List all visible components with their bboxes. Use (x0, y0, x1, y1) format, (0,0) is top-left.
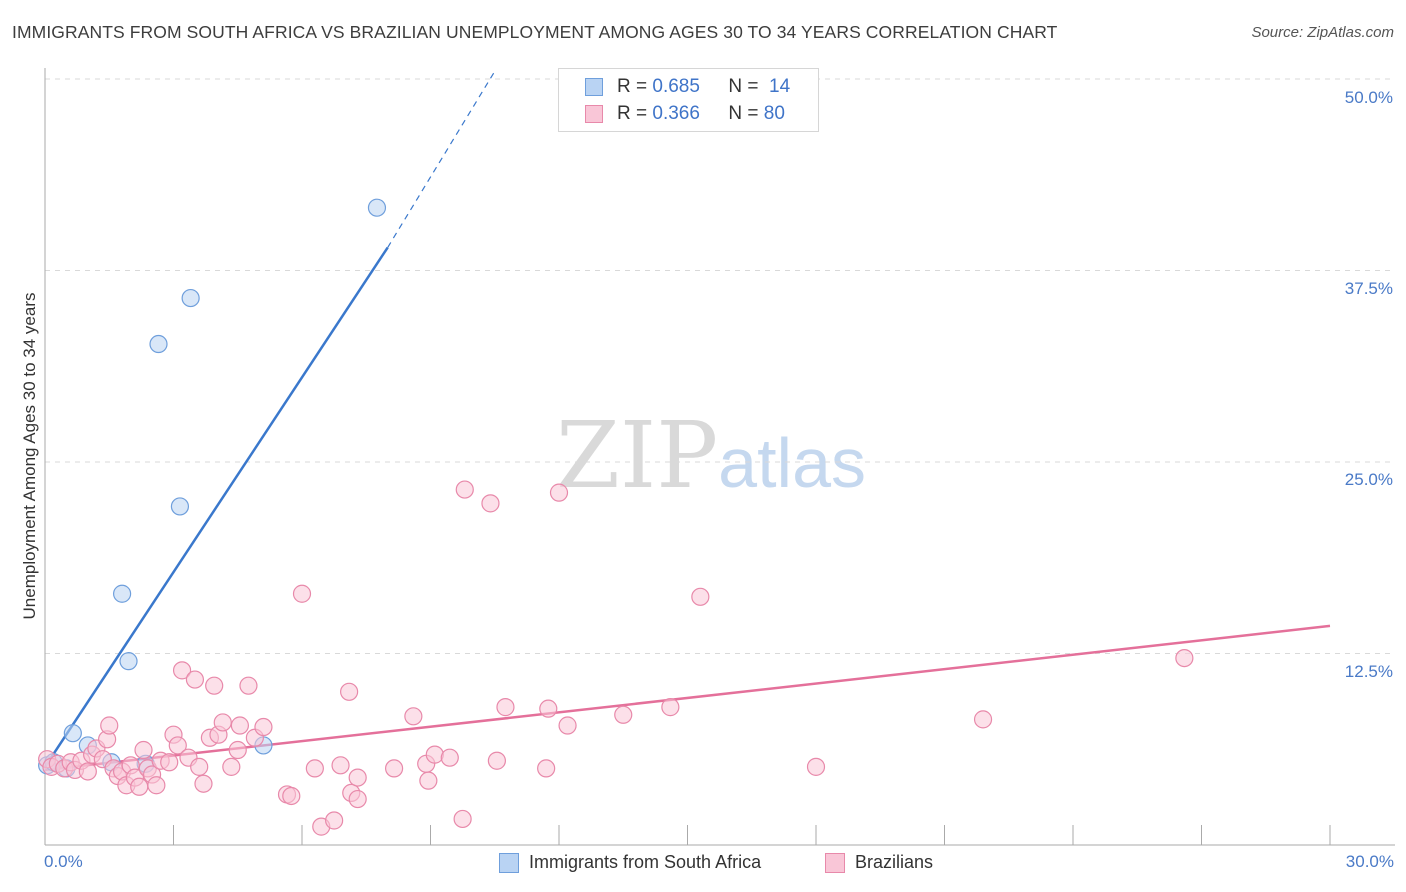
legend-n-value-south-africa: 14 (769, 76, 791, 97)
brazilians-point (691, 587, 710, 606)
brazilians-point (222, 757, 241, 776)
south-africa-point (149, 334, 168, 354)
x-tick-label-min: 0.0% (44, 852, 83, 871)
south-africa-point (170, 497, 190, 516)
brazilians-point (230, 716, 249, 735)
trend-lines (43, 71, 1331, 772)
brazilians-point (487, 751, 506, 770)
south-africa-point (119, 652, 138, 671)
brazilians-point (661, 698, 680, 717)
brazilians-point (614, 705, 633, 724)
data-points (38, 198, 1194, 836)
brazilians-point (100, 716, 119, 735)
brazilians-point (806, 757, 826, 776)
chart-title: IMMIGRANTS FROM SOUTH AFRICA VS BRAZILIA… (12, 22, 1058, 42)
brazilians-point (185, 670, 205, 689)
brazilians-point (213, 713, 232, 732)
legend-n-label: N = (728, 103, 764, 124)
legend-r-label: R = (617, 103, 653, 124)
brazilians-point (254, 717, 273, 737)
brazilians-point (228, 740, 247, 760)
legend-item-brazilians: Brazilians (825, 852, 933, 873)
legend-item-south-africa: Immigrants from South Africa (499, 852, 761, 873)
legend-row-south-africa: R = 0.685 N = 14 (585, 76, 790, 98)
south-africa-point (367, 198, 387, 217)
watermark-atlas: atlas (718, 424, 867, 502)
brazilians-point (78, 762, 97, 781)
x-tick-label-max: 30.0% (1345, 852, 1394, 871)
south-africa-trend-line (43, 246, 389, 768)
legend-swatch-blue (499, 852, 519, 873)
south-africa-point (181, 288, 200, 308)
brazilians-point (194, 774, 213, 793)
brazilians-point (348, 768, 367, 787)
brazilians-point (160, 753, 179, 772)
brazilians-point (539, 699, 558, 718)
legend-r-label: R = (617, 76, 653, 97)
brazilians-point (340, 682, 359, 701)
brazilians-point (134, 740, 153, 760)
south-africa-point (63, 724, 82, 743)
legend-n-label: N = (728, 76, 770, 97)
brazilians-point (425, 745, 444, 764)
brazilians-point (440, 748, 459, 767)
y-tick-label-50: 50.0% (1344, 88, 1393, 107)
stats-legend: R = 0.685 N = 14 R = 0.366 N = 80 (558, 68, 819, 132)
brazilians-point (147, 776, 166, 795)
legend-label-brazilians: Brazilians (855, 852, 934, 872)
brazilians-point (384, 759, 404, 778)
y-tick-label-25: 25.0% (1344, 470, 1393, 489)
axes (44, 68, 1395, 846)
brazilians-point (172, 661, 192, 680)
brazilians-point (537, 759, 556, 778)
legend-row-brazilians: R = 0.366 N = 80 (585, 103, 785, 125)
south-africa-point (112, 584, 132, 603)
brazilians-point (282, 786, 301, 806)
brazilians-point (348, 789, 367, 809)
brazilians-point (239, 676, 258, 695)
brazilians-point (481, 494, 500, 513)
watermark-zip: ZIP (556, 402, 719, 509)
brazilians-point (558, 716, 577, 735)
brazilians-point (549, 483, 569, 502)
legend-swatch-blue (585, 78, 603, 96)
y-tick-label-12-5: 12.5% (1344, 662, 1393, 681)
brazilians-point (419, 771, 438, 790)
legend-n-value-brazilians: 80 (763, 103, 785, 124)
brazilians-point (190, 757, 209, 776)
brazilians-point (325, 811, 344, 830)
gridlines (45, 78, 1395, 654)
brazilians-point (404, 707, 423, 726)
brazilians-point (973, 710, 993, 729)
watermark: ZIPatlas (556, 402, 866, 509)
brazilians-point (168, 736, 187, 755)
legend-swatch-pink (825, 852, 845, 873)
south-africa-trend-extension (387, 71, 496, 248)
source-label: Source: ZipAtlas.com (1251, 24, 1394, 41)
legend-label-south-africa: Immigrants from South Africa (529, 852, 762, 872)
legend-r-value-south-africa: 0.685 (652, 76, 700, 97)
brazilians-point (1175, 648, 1194, 668)
brazilians-point (331, 756, 350, 775)
y-tick-label-37-5: 37.5% (1344, 279, 1393, 298)
brazilians-point (205, 676, 224, 695)
brazilians-point (292, 584, 312, 603)
brazilians-point (130, 777, 149, 796)
brazilians-point (305, 759, 324, 778)
brazilians-point (453, 809, 472, 829)
brazilians-point (455, 480, 474, 499)
legend-swatch-pink (585, 105, 603, 123)
legend-r-value-brazilians: 0.366 (652, 103, 700, 124)
brazilians-point (496, 698, 515, 717)
